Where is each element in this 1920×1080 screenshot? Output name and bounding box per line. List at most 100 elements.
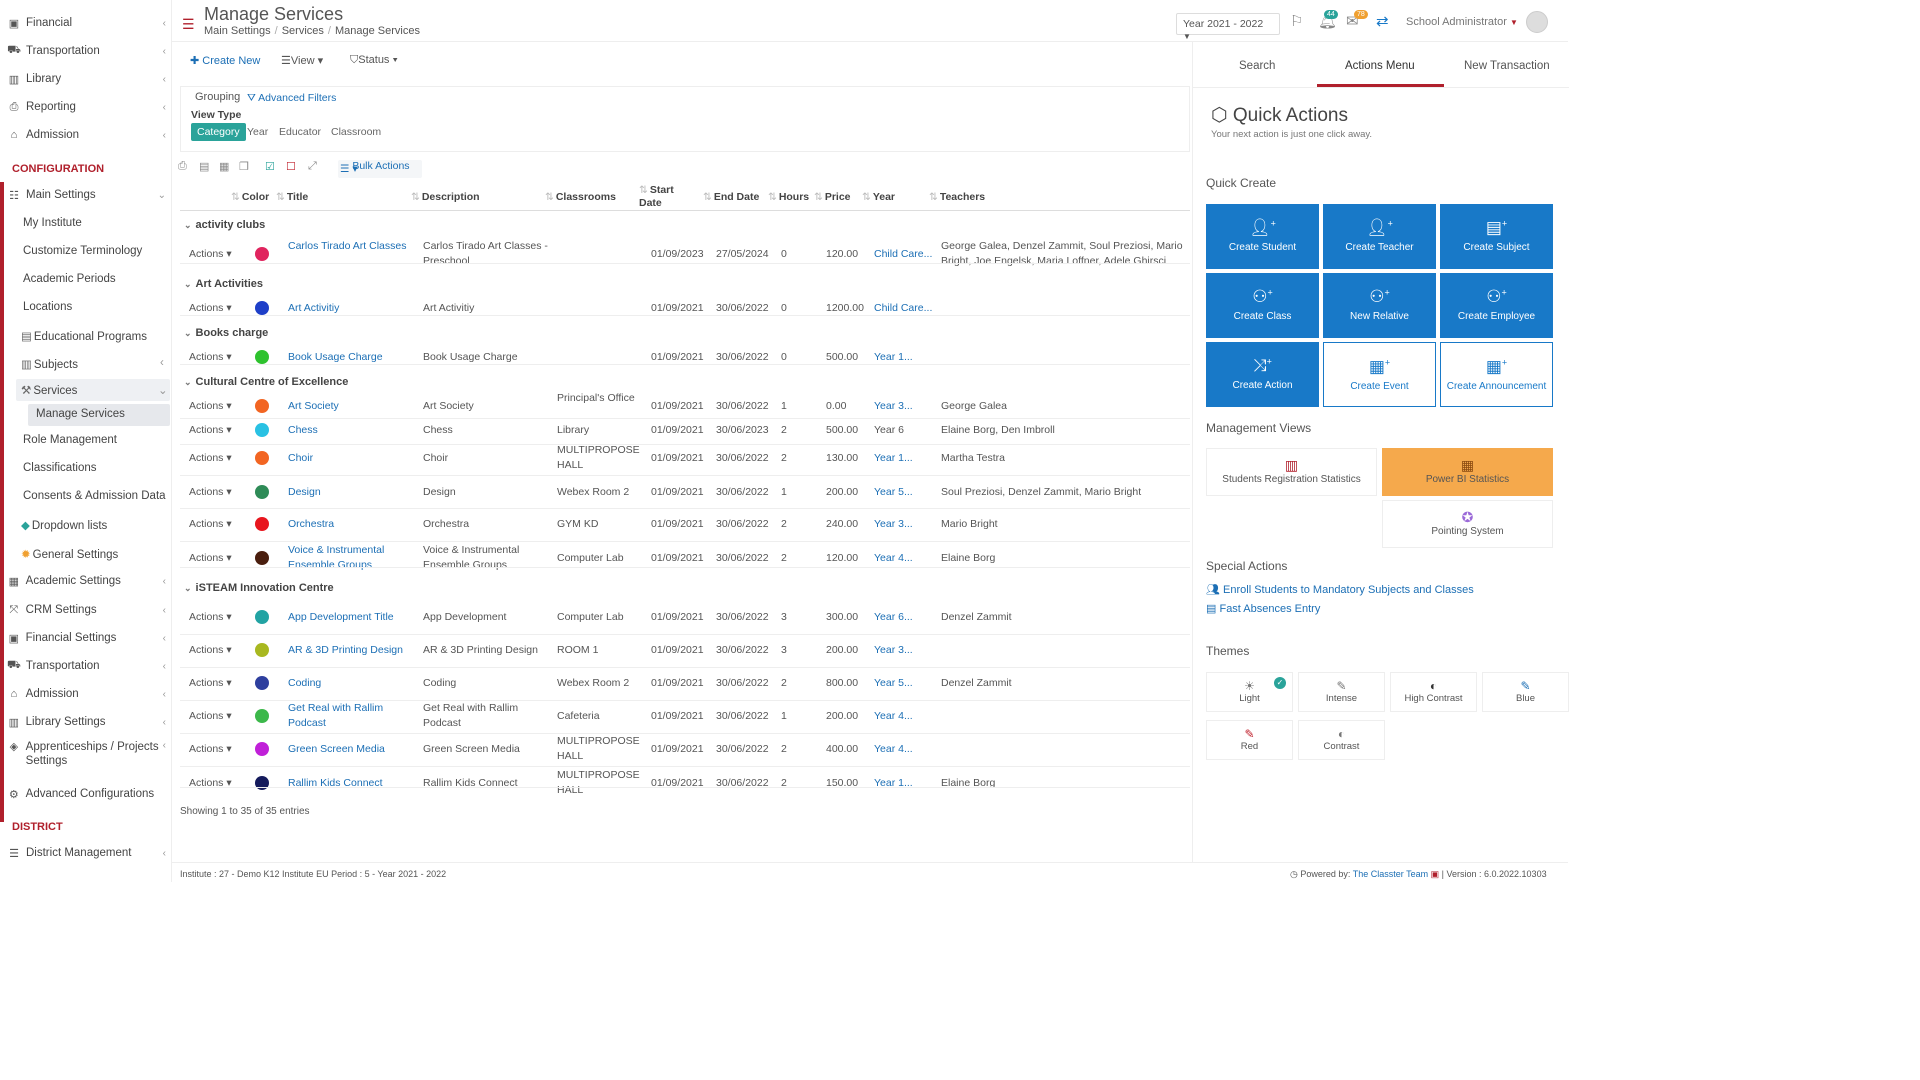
row-actions-button[interactable]: Actions ▾ (189, 710, 232, 722)
service-title-link[interactable]: App Development Title (288, 611, 394, 623)
row-actions-button[interactable]: Actions ▾ (189, 486, 232, 498)
sidebar-item[interactable]: ▣ Financial ‹ (0, 12, 172, 34)
sidebar-item[interactable]: ⌂ Admission ‹ (0, 124, 172, 146)
sidebar-subitem[interactable]: ⚒ Services ⌄ (21, 383, 168, 397)
breadcrumb-item[interactable]: Main Settings (204, 25, 271, 37)
view-type-tab-year[interactable]: Year (247, 126, 269, 138)
sidebar-item[interactable]: ⛟ Transportation ‹ (0, 655, 172, 677)
column-header[interactable]: ⇅ End Date (703, 191, 759, 203)
group-header[interactable]: ⌄ Books charge (180, 325, 1190, 347)
theme-option[interactable]: ◐ Contrast (1298, 720, 1385, 760)
sidebar-item[interactable]: ▦ Academic Settings ‹ (0, 570, 172, 592)
sidebar-subitem[interactable]: ▤ Educational Programs (21, 329, 147, 343)
team-link[interactable]: The Classter Team (1352, 869, 1429, 879)
row-actions-button[interactable]: Actions ▾ (189, 644, 232, 656)
user-menu[interactable]: School Administrator ▼ (1406, 16, 1518, 28)
view-type-tab-educator[interactable]: Educator (279, 126, 322, 138)
service-title-link[interactable]: Book Usage Charge (288, 351, 383, 363)
row-actions-button[interactable]: Actions ▾ (189, 424, 232, 436)
service-year[interactable]: Year 5... (874, 486, 913, 498)
service-title-link[interactable]: Carlos Tirado Art Classes (288, 240, 407, 252)
tab-new-transaction[interactable]: New Transaction (1464, 60, 1550, 72)
row-actions-button[interactable]: Actions ▾ (189, 351, 232, 363)
pointing-system[interactable]: ✪ Pointing System (1382, 500, 1553, 548)
service-year[interactable]: Year 1... (874, 351, 913, 363)
service-year[interactable]: Year 4... (874, 552, 913, 564)
fast-absences-link[interactable]: ▤ Fast Absences Entry (1206, 602, 1320, 615)
group-header[interactable]: ⌄ activity clubs (180, 217, 1190, 239)
enroll-students-link[interactable]: 👥︎ Enroll Students to Mandatory Subjects… (1206, 583, 1474, 596)
service-title-link[interactable]: Chess (288, 424, 318, 436)
column-header[interactable]: ⇅ Title (276, 191, 308, 203)
sidebar-item[interactable]: ▥ Library ‹ (0, 68, 172, 90)
expand-icon[interactable]: ⤢ (308, 160, 317, 172)
service-year[interactable]: Year 5... (874, 677, 913, 689)
service-year[interactable]: Year 3... (874, 518, 913, 530)
sidebar-subitem[interactable]: Customize Terminology (23, 245, 142, 257)
service-year[interactable]: Year 3... (874, 400, 913, 412)
service-year[interactable]: Year 1... (874, 452, 913, 464)
quick-create-card[interactable]: ▦+ Create Event (1323, 342, 1436, 407)
group-header[interactable]: ⌄ Art Activities (180, 276, 1190, 298)
sidebar-subitem[interactable]: Consents & Admission Data (23, 490, 166, 502)
service-title-link[interactable]: Orchestra (288, 518, 335, 530)
sidebar-item-main-settings[interactable]: ☷ Main Settings ⌄ (0, 184, 172, 206)
quick-create-card[interactable]: ▤+ Create Subject (1440, 204, 1553, 269)
row-actions-button[interactable]: Actions ▾ (189, 611, 232, 623)
status-button[interactable]: ⛉Status ▾ (350, 54, 398, 66)
service-year[interactable]: Year 6... (874, 611, 913, 623)
theme-option[interactable]: ✎ Blue (1482, 672, 1569, 712)
view-button[interactable]: ☰View ▾ (281, 55, 324, 67)
uncheck-icon[interactable]: ☐ (286, 161, 296, 173)
tab-actions-menu[interactable]: Actions Menu (1345, 60, 1415, 72)
sidebar-item-district[interactable]: ☰ District Management ‹ (0, 842, 172, 864)
bulk-actions-button[interactable]: ☰ Bulk Actions ▾ (338, 160, 422, 178)
column-header[interactable]: ⇅ Teachers (929, 191, 985, 203)
sidebar-item[interactable]: ⛟ Transportation ‹ (0, 40, 172, 62)
sidebar-subitem[interactable]: My Institute (23, 217, 82, 229)
sidebar-subitem[interactable]: Academic Periods (23, 273, 116, 285)
year-select[interactable]: Year 2021 - 2022 ▼ (1176, 13, 1280, 41)
print-icon[interactable]: ⎙ (178, 160, 187, 172)
sidebar-subitem[interactable]: Locations (23, 301, 72, 313)
column-header[interactable]: ⇅ Year (862, 191, 895, 203)
row-actions-button[interactable]: Actions ▾ (189, 248, 232, 260)
column-header[interactable]: ⇅ Description (411, 191, 480, 203)
service-title-link[interactable]: Rallim Kids Connect (288, 777, 383, 789)
row-actions-button[interactable]: Actions ▾ (189, 400, 232, 412)
theme-option[interactable]: ✎ Red (1206, 720, 1293, 760)
service-title-link[interactable]: AR & 3D Printing Design (288, 644, 403, 656)
service-title-link[interactable]: Green Screen Media (288, 743, 385, 755)
advanced-filters-link[interactable]: ⛛ Advanced Filters (247, 92, 336, 105)
service-year[interactable]: Year 4... (874, 743, 913, 755)
quick-create-card[interactable]: ⤨+ Create Action (1206, 342, 1319, 407)
sidebar-subitem[interactable]: ◆ Dropdown lists (21, 518, 107, 532)
column-header[interactable]: ⇅ Price (814, 191, 851, 203)
quick-create-card[interactable]: ⚇+ Create Employee (1440, 273, 1553, 338)
sidebar-item[interactable]: ⤧ CRM Settings ‹ (0, 599, 172, 621)
row-actions-button[interactable]: Actions ▾ (189, 518, 232, 530)
excel-icon[interactable]: ▦ (219, 161, 230, 173)
service-title-link[interactable]: Art Society (288, 400, 339, 412)
theme-option[interactable]: ✎ Intense (1298, 672, 1385, 712)
service-year[interactable]: Year 3... (874, 644, 913, 656)
tab-search[interactable]: Search (1239, 60, 1276, 72)
row-actions-button[interactable]: Actions ▾ (189, 552, 232, 564)
row-actions-button[interactable]: Actions ▾ (189, 452, 232, 464)
view-type-tab-category[interactable]: Category (191, 123, 246, 141)
row-actions-button[interactable]: Actions ▾ (189, 743, 232, 755)
create-new-button[interactable]: ✚ Create New (190, 54, 260, 67)
avatar[interactable] (1526, 11, 1548, 33)
column-header[interactable]: ⇅ Start Date (639, 184, 679, 210)
row-actions-button[interactable]: Actions ▾ (189, 677, 232, 689)
sidebar-item[interactable]: ◈ Apprenticeships / Projects Settings ‹ (0, 740, 172, 772)
theme-option[interactable]: ☀ Light ✓ (1206, 672, 1293, 712)
view-type-tab-classroom[interactable]: Classroom (331, 126, 382, 138)
sidebar-item[interactable]: ⌂ Admission ‹ (0, 683, 172, 705)
sidebar-item[interactable]: ⚙ Advanced Configurations (0, 783, 172, 805)
quick-create-card[interactable]: ▦+ Create Announcement (1440, 342, 1553, 407)
service-title-link[interactable]: Coding (288, 677, 322, 689)
transfer-icon[interactable]: ⇄ (1376, 13, 1389, 30)
pdf-icon[interactable]: ▤ (199, 161, 210, 173)
service-year[interactable]: Year 1... (874, 777, 913, 789)
